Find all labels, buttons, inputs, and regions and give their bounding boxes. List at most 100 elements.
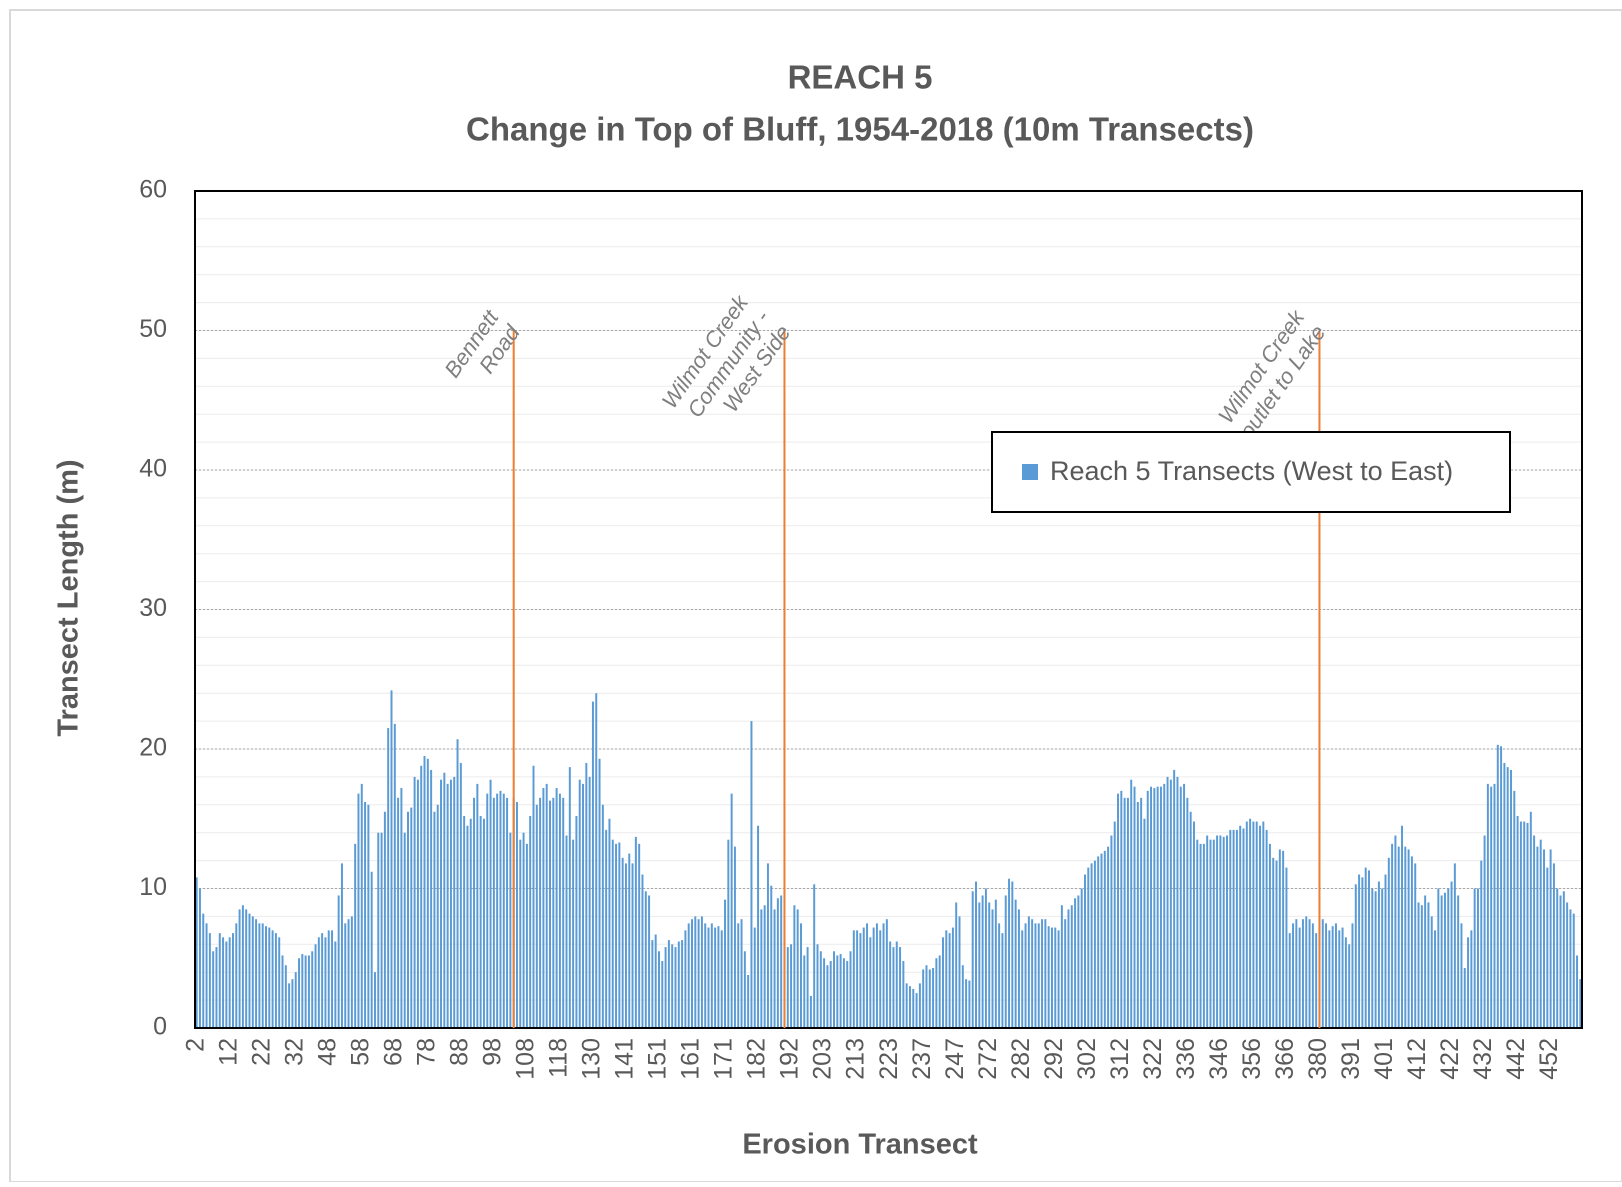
bar [1549,849,1552,1028]
bar [727,839,730,1028]
bar [1229,829,1232,1028]
bar [1391,843,1394,1028]
bar [1272,857,1275,1028]
bar [1572,913,1575,1028]
bar [1536,846,1539,1028]
bar [1523,821,1526,1028]
bar [899,947,902,1028]
bar [747,974,750,1028]
bar [1443,892,1446,1028]
x-tick-label: 356 [1238,1038,1266,1080]
bar [545,783,548,1028]
bar [1136,802,1139,1028]
x-tick-label: 192 [776,1038,804,1080]
bar [1292,923,1295,1028]
bar [763,905,766,1028]
bar [961,965,964,1028]
bar [809,995,812,1028]
bar [1529,811,1532,1028]
x-tick-label: 346 [1205,1038,1233,1080]
bar [1239,825,1242,1028]
bar [1282,850,1285,1028]
bar [905,983,908,1028]
bar [205,923,208,1028]
bar [1516,815,1519,1028]
bar [615,843,618,1028]
bar [790,944,793,1028]
bar [1001,933,1004,1028]
bar [829,961,832,1028]
bar [251,916,254,1028]
bar [968,980,971,1028]
bar [591,701,594,1028]
bar [380,832,383,1028]
bar [575,815,578,1028]
bar [1080,888,1083,1028]
bar [799,923,802,1028]
bar [1424,895,1427,1028]
bar [839,954,842,1028]
bar [1457,895,1460,1028]
bar [1189,811,1192,1028]
bar [671,944,674,1028]
bar [912,988,915,1028]
bar [532,765,535,1028]
x-tick-label: 422 [1436,1038,1464,1080]
bar [463,815,466,1028]
x-tick-label: 108 [511,1038,539,1080]
x-tick-label: 12 [214,1038,242,1066]
bar [565,835,568,1028]
bar [1268,843,1271,1028]
bar [268,927,271,1028]
bar [1483,835,1486,1028]
bar [1242,828,1245,1028]
bar [274,933,277,1028]
bar [1166,776,1169,1028]
bar [1430,916,1433,1028]
bar [357,793,360,1028]
bar [1008,878,1011,1028]
bar [1463,968,1466,1028]
bar [1113,821,1116,1028]
bar [1054,927,1057,1028]
bar [1192,821,1195,1028]
x-tick-label: 58 [346,1038,374,1066]
bar [443,772,446,1028]
bar [258,923,261,1028]
bar [770,885,773,1028]
bar [522,832,525,1028]
bar [364,802,367,1028]
bar [585,762,588,1028]
bar [354,843,357,1028]
bar [1513,790,1516,1028]
bar [555,788,558,1028]
bar [826,965,829,1028]
bar [859,933,862,1028]
bar [284,965,287,1028]
bar [740,919,743,1028]
bar [1050,927,1053,1028]
bar [978,902,981,1028]
bar [271,930,274,1028]
bar [1473,888,1476,1028]
bar [1084,874,1086,1028]
x-tick-label: 141 [611,1038,639,1080]
bar [340,863,343,1028]
bar [1245,821,1248,1028]
bar [331,930,334,1028]
bar [1298,927,1301,1028]
y-tick-label: 20 [139,734,167,762]
bar [1186,797,1189,1028]
bar [1354,884,1357,1028]
bar [1041,919,1044,1028]
bar [539,797,542,1028]
bar [925,965,928,1028]
bar [1361,877,1364,1028]
bar [459,762,462,1028]
bar [618,842,621,1028]
chart-frame [9,9,1622,1183]
bar [1120,790,1123,1028]
bar [509,832,512,1028]
bar [440,779,443,1028]
bar [955,902,958,1028]
